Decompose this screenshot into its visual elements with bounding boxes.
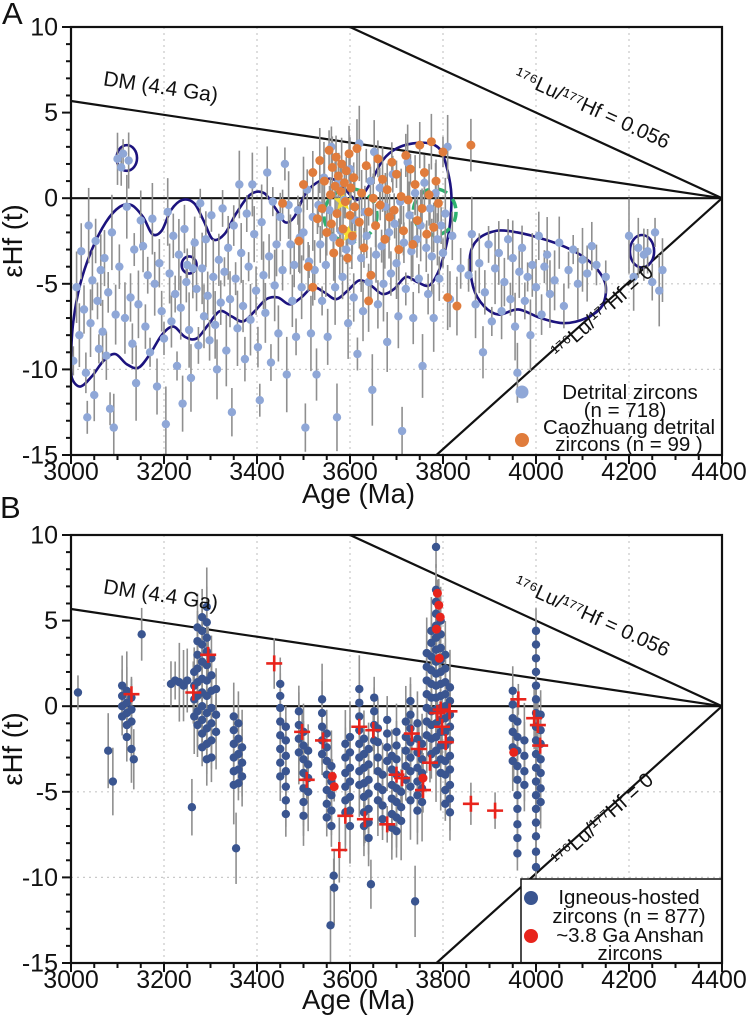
legend-text: ~3.8 Ga Anshan <box>556 924 704 947</box>
y-axis-title: εHf (t) <box>0 204 28 277</box>
y-axis-title: εHf (t) <box>0 712 28 785</box>
y-tick-label: -15 <box>22 442 58 470</box>
legend-text: Igneous-hosted <box>558 886 699 909</box>
x-tick-label: 3800 <box>415 458 471 486</box>
x-tick-label: 4400 <box>691 966 747 994</box>
ref-line-label: DM (4.4 Ga) <box>102 575 220 615</box>
y-tick-label: -5 <box>36 778 58 806</box>
contour-circle-3254 <box>180 255 198 275</box>
x-tick-label: 4400 <box>691 458 747 486</box>
x-tick-label: 3400 <box>229 966 285 994</box>
lu-hf-0-line <box>435 705 722 963</box>
series-anshan-zircons-dots <box>327 588 519 792</box>
series-caozhuang-detrital-zircons <box>278 137 476 311</box>
y-tick-label: -10 <box>22 356 58 384</box>
legend-text: zircons (n = 99 ) <box>555 433 703 456</box>
axes: 3000 3200 3400 3600 3800 4000 4200 4400 10 5 0 -5 -1… <box>0 14 747 510</box>
ref-line-label: ¹⁷⁶Lu/¹⁷⁷Hf = 0 <box>547 768 658 870</box>
x-tick-label: 3800 <box>415 966 471 994</box>
x-tick-label: 3200 <box>136 966 192 994</box>
y-tick-label: 0 <box>44 185 58 213</box>
x-axis-title: Age (Ma) <box>302 478 415 509</box>
panel-a-chart: DM (4.4 Ga) ¹⁷⁶Lu/¹⁷⁷Hf = 0.056¹⁷⁶Lu/¹⁷⁷H… <box>0 14 747 510</box>
dm-line <box>71 607 722 708</box>
x-tick-label: 4200 <box>601 458 657 486</box>
lu-hf-0056-line <box>349 27 722 200</box>
lu-hf-0-line <box>435 197 722 455</box>
legend-marker <box>524 891 538 905</box>
x-tick-label: 3000 <box>43 966 99 994</box>
x-tick-label: 4000 <box>508 966 564 994</box>
y-tick-label: 5 <box>44 607 58 635</box>
legend-marker <box>515 433 529 447</box>
series-detrital-zircons <box>71 139 667 436</box>
legend-text: Caozhuang detrital <box>543 416 715 439</box>
data-area <box>71 27 722 455</box>
legend: Detrital zircons(n = 718)Caozhuang detri… <box>515 381 715 456</box>
y-tick-label: -5 <box>36 270 58 298</box>
contour-main <box>71 141 453 388</box>
axes: 3000 3200 3400 3600 3800 4000 4200 4400 10 5 0 -5 -1… <box>0 522 747 1016</box>
x-tick-label: 3400 <box>229 458 285 486</box>
y-tick-label: 10 <box>30 522 58 550</box>
x-axis-title: Age (Ma) <box>302 984 415 1015</box>
panel-a-label: A <box>2 0 23 31</box>
legend-text: Detrital zircons <box>562 381 698 404</box>
x-tick-label: 3600 <box>322 966 378 994</box>
x-tick-label: 3200 <box>136 458 192 486</box>
legend-box <box>520 878 723 964</box>
ref-line-label: DM (4.4 Ga) <box>102 67 220 107</box>
y-tick-label: -15 <box>22 950 58 978</box>
x-tick-label: 4200 <box>601 966 657 994</box>
y-tick-label: 10 <box>30 14 58 42</box>
legend-marker <box>515 385 529 399</box>
legend-text: zircons <box>598 942 663 965</box>
legend-marker <box>524 929 538 943</box>
data-area <box>71 535 722 963</box>
y-tick-label: 0 <box>44 693 58 721</box>
series-anshan-zircons-crosses <box>123 646 549 859</box>
panel-b-chart: DM (4.4 Ga) ¹⁷⁶Lu/¹⁷⁷Hf = 0.056¹⁷⁶Lu/¹⁷⁷H… <box>0 522 747 1016</box>
anshan-zircons-crosses-errorbars <box>130 626 541 883</box>
panel-b-label: B <box>0 490 21 525</box>
contour-circle-4228 <box>628 233 656 269</box>
contour-blob-4000 <box>468 229 608 325</box>
ref-line-label: ¹⁷⁶Lu/¹⁷⁷Hf = 0.056 <box>511 63 673 154</box>
legend-text: (n = 718) <box>584 399 667 422</box>
y-tick-label: 5 <box>44 99 58 127</box>
x-tick-label: 3000 <box>43 458 99 486</box>
legend-text: zircons (n = 877) <box>552 905 705 928</box>
y-tick-label: -10 <box>22 864 58 892</box>
x-tick-label: 4000 <box>508 458 564 486</box>
x-tick-label: 3600 <box>322 458 378 486</box>
